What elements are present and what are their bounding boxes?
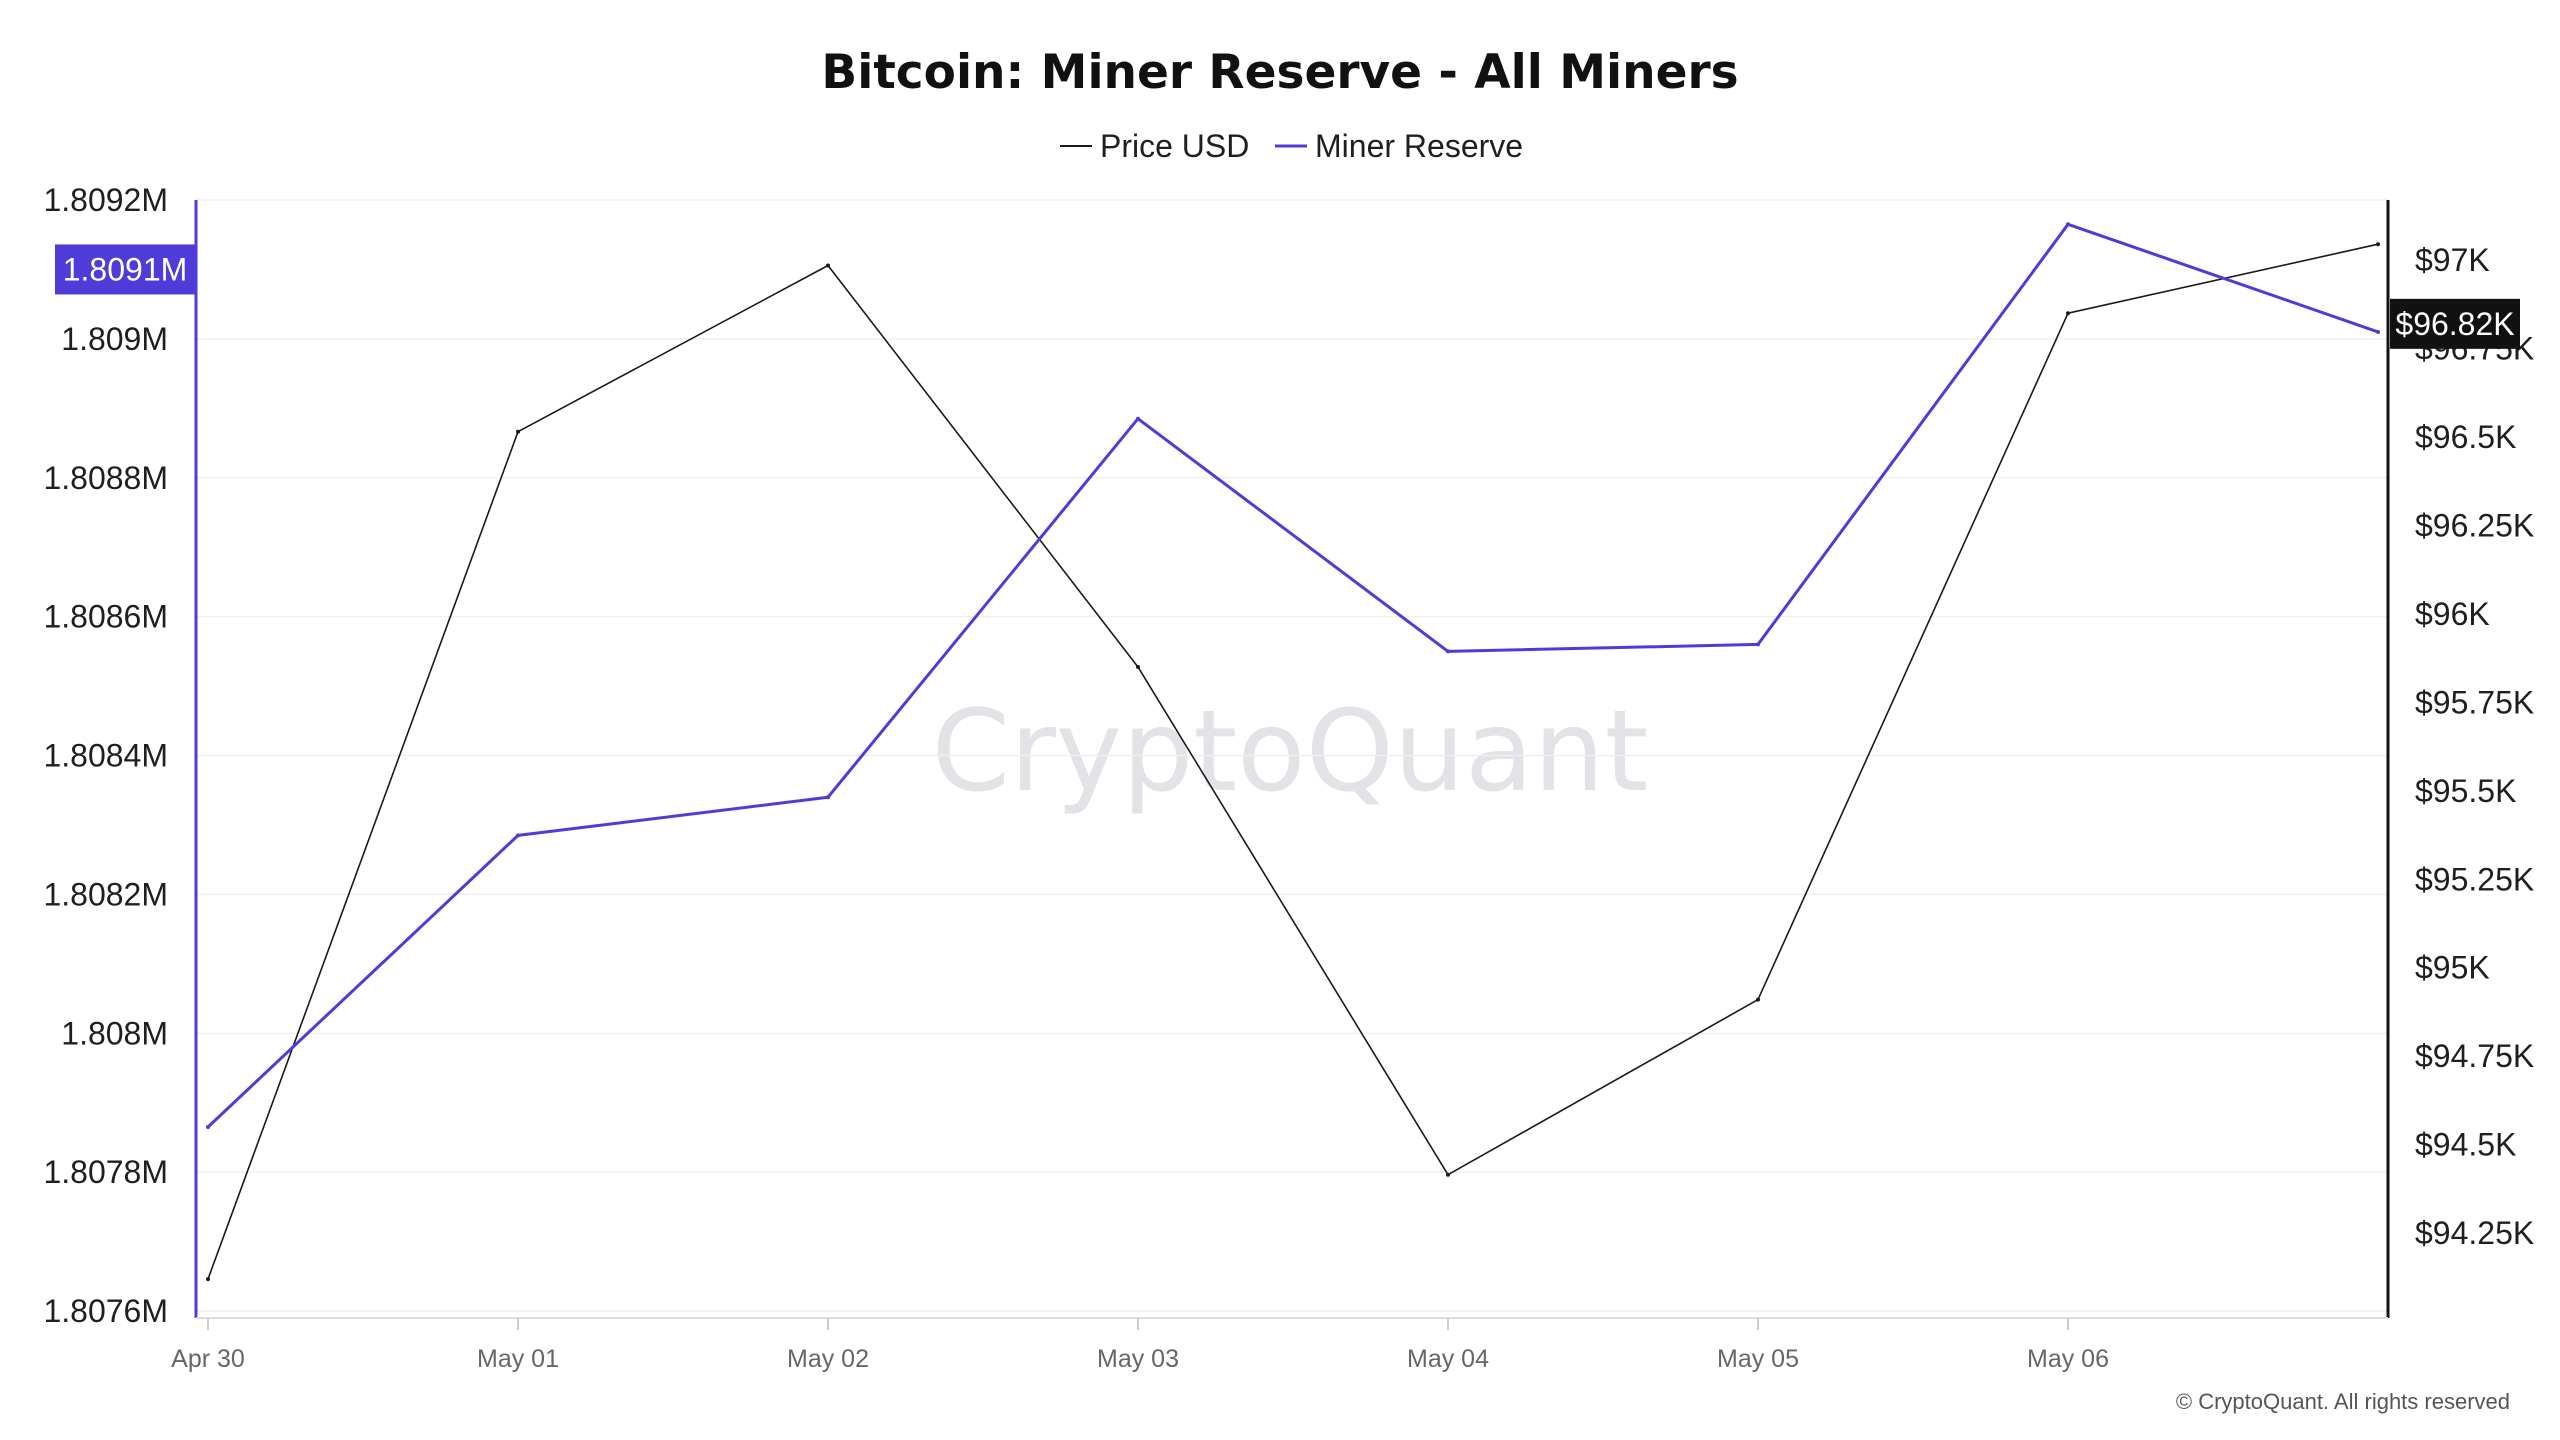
left-tick-label: 1.8076M [43,1293,168,1329]
price-usd-point[interactable] [826,263,830,268]
right-tick-label: $95.5K [2415,773,2516,809]
right-tick-label: $96K [2415,596,2490,632]
miner-reserve-point[interactable] [826,795,830,800]
chart-title: Bitcoin: Miner Reserve - All Miners [821,45,1738,100]
legend: Price USD Miner Reserve [1060,128,1523,164]
miner-reserve-point[interactable] [206,1125,210,1130]
copyright: © CryptoQuant. All rights reserved [2176,1389,2510,1414]
price-usd-point[interactable] [206,1277,210,1282]
right-last-value-badge: $96.82K [2390,298,2520,349]
price-usd-point[interactable] [1446,1172,1450,1177]
grid [196,199,2388,1312]
right-tick-label: $94.5K [2415,1127,2516,1163]
right-tick-label: $94.25K [2415,1215,2534,1251]
right-tick-label: $95K [2415,950,2490,986]
right-last-value-label: $96.82K [2395,306,2514,342]
right-tick-label: $95.75K [2415,684,2534,720]
right-tick-label: $96.25K [2415,507,2534,543]
legend-item-price[interactable]: Price USD [1060,128,1249,164]
price-usd-point[interactable] [1136,665,1140,670]
left-last-value-badge-bg [55,244,196,295]
series-layer [206,222,2380,1282]
watermark: CryptoQuant [932,687,1649,817]
x-axis-ticks: Apr 30 May 01 May 02 May 03 May 04 May 05 May … [171,1318,2109,1373]
x-tick-label: May 05 [1717,1345,1799,1373]
legend-label-miner-reserve: Miner Reserve [1315,128,1523,164]
miner-reserve-point[interactable] [2066,222,2070,227]
left-tick-label: 1.8092M [43,182,168,218]
x-tick-label: May 04 [1407,1345,1489,1373]
x-tick-label: May 03 [1097,1345,1179,1373]
series-line-price-usd[interactable] [207,243,2379,1280]
right-axis-ticks: $97K$96.75K$96.5K$96.25K$96K$95.75K$95.5… [2415,242,2534,1251]
left-tick-label: 1.8084M [43,738,168,774]
right-tick-label: $95.25K [2415,861,2534,897]
left-axis-ticks: 1.8092M 1.809M 1.8088M 1.8086M 1.8084M 1.8082… [43,182,168,1329]
left-tick-label: 1.8082M [43,876,168,912]
miner-reserve-point[interactable] [1136,416,1140,421]
legend-item-miner-reserve[interactable]: Miner Reserve [1275,128,1523,164]
left-tick-label: 1.8086M [43,599,168,635]
x-tick-label: Apr 30 [171,1345,245,1373]
miner-reserve-point[interactable] [1446,649,1450,654]
x-tick-label: May 01 [477,1345,559,1373]
left-tick-label: 1.809M [61,321,168,357]
left-tick-label: 1.808M [61,1015,168,1051]
right-last-value-badge-bg [2390,298,2520,349]
left-last-value-label: 1.8091M [63,251,188,287]
miner-reserve-point[interactable] [516,833,520,838]
right-tick-label: $96.5K [2415,419,2516,455]
miner-reserve-point[interactable] [2376,329,2380,334]
x-tick-label: May 06 [2027,1345,2109,1373]
right-tick-label: $97K [2415,242,2490,278]
x-tick-label: May 02 [787,1345,869,1373]
left-tick-label: 1.8088M [43,460,168,496]
right-tick-label: $94.75K [2415,1038,2534,1074]
price-usd-point[interactable] [2376,242,2380,247]
price-usd-point[interactable] [516,429,520,434]
price-usd-point[interactable] [1756,997,1760,1002]
left-last-value-badge: 1.8091M [55,244,196,295]
price-usd-point[interactable] [2066,311,2070,316]
legend-label-price: Price USD [1100,128,1249,164]
series-line-miner-reserve[interactable] [206,222,2379,1129]
miner-reserve-point[interactable] [1756,642,1760,647]
left-tick-label: 1.8078M [43,1154,168,1190]
